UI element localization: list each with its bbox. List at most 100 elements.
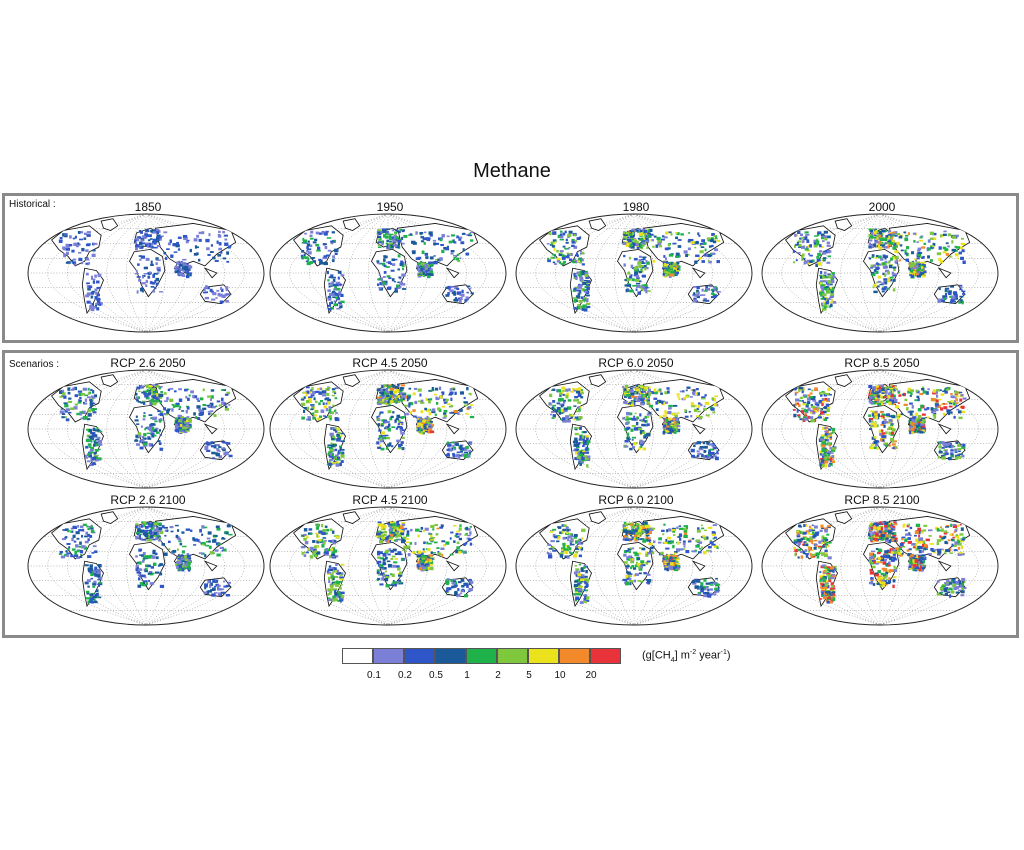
emission-cell [640, 420, 645, 423]
emission-cell [894, 388, 898, 391]
emission-cell [649, 233, 654, 236]
emission-cell [329, 417, 332, 421]
emission-cell [651, 238, 654, 242]
graticule-meridian [368, 214, 389, 332]
emission-cell [627, 289, 631, 292]
emission-cell [155, 277, 160, 282]
emission-cell [178, 266, 181, 268]
emission-cell [72, 258, 77, 261]
emission-cell [143, 433, 146, 437]
emission-cell [463, 455, 469, 458]
emission-cell [151, 384, 157, 386]
graticule-meridian [535, 370, 635, 488]
emission-cell [910, 392, 913, 396]
emission-cell [419, 431, 423, 435]
emission-cell [62, 529, 66, 531]
emission-cell [827, 438, 830, 442]
emission-cell [880, 258, 884, 261]
emission-cell [631, 230, 635, 233]
continent-outline [937, 423, 952, 435]
graticule-meridian [106, 507, 147, 625]
emission-cell [803, 418, 808, 421]
emission-cell [93, 451, 97, 455]
emission-cell [179, 428, 182, 432]
emission-cell [79, 550, 84, 554]
emission-cell [376, 441, 380, 445]
emission-cell [150, 423, 155, 426]
graticule-meridian [289, 370, 389, 488]
emission-cell [95, 593, 99, 597]
emission-cell [76, 556, 80, 559]
emission-cell [333, 288, 337, 291]
emission-cell [942, 295, 946, 298]
emission-cell [78, 392, 83, 396]
emission-cell [328, 456, 333, 458]
emission-cell [666, 427, 670, 430]
emission-cell [674, 423, 680, 426]
emission-cell [831, 272, 835, 275]
emission-cell [636, 246, 640, 249]
emission-cell [643, 240, 647, 242]
emission-cell [710, 288, 714, 291]
emission-cell [551, 411, 555, 413]
emission-cell [688, 238, 692, 243]
emission-cell [635, 421, 639, 426]
emission-cell [327, 452, 331, 455]
emission-cell [909, 402, 913, 405]
emission-cell [141, 521, 144, 524]
emission-cell [954, 390, 959, 395]
emission-cell [412, 415, 417, 418]
emission-cell [209, 442, 212, 446]
emission-cell [151, 242, 154, 246]
emission-cell [577, 406, 580, 409]
emission-cell [668, 422, 672, 426]
emission-cell [559, 233, 563, 237]
emission-cell [945, 252, 949, 256]
emission-cell [379, 439, 384, 443]
emission-cell [955, 234, 959, 237]
emission-cell [423, 429, 427, 432]
emission-cell [891, 428, 896, 432]
emission-cell [135, 523, 139, 526]
emission-cell [81, 247, 85, 252]
emission-cell [552, 388, 556, 391]
emission-cell [65, 247, 71, 251]
emission-cell [939, 442, 942, 446]
emission-cell [886, 388, 891, 391]
emission-cell [428, 400, 431, 404]
emission-cell [890, 257, 893, 261]
emission-cell [394, 280, 397, 283]
emission-cell [868, 384, 873, 389]
emission-cell [400, 229, 405, 232]
emission-cell [886, 422, 890, 424]
graticule-meridian [145, 507, 186, 625]
emission-cell [643, 264, 647, 269]
emission-cell [75, 544, 79, 548]
emission-cell [673, 425, 678, 427]
emission-cell [579, 275, 583, 278]
emission-cell [885, 391, 888, 395]
emission-cell [894, 385, 897, 389]
emission-cell [316, 417, 321, 421]
emission-cell [429, 398, 433, 401]
emission-cell [159, 530, 164, 535]
emission-cell [59, 390, 62, 394]
emission-cell [685, 254, 688, 258]
emission-cell [801, 400, 804, 402]
emission-cell [402, 267, 405, 271]
emission-cell [872, 411, 877, 415]
emission-cell [90, 447, 94, 450]
emission-cell [961, 446, 966, 449]
emission-cell [831, 460, 836, 464]
emission-cell [330, 306, 335, 310]
emission-cell [794, 233, 797, 237]
emission-cell [568, 246, 571, 249]
emission-cell [438, 386, 442, 390]
emission-cell [67, 400, 73, 404]
emission-cell [324, 232, 328, 236]
emission-cell [380, 447, 385, 451]
emission-cell [884, 256, 887, 260]
emission-cell [388, 246, 392, 250]
emission-cell [79, 411, 83, 414]
emission-cell [573, 418, 576, 421]
